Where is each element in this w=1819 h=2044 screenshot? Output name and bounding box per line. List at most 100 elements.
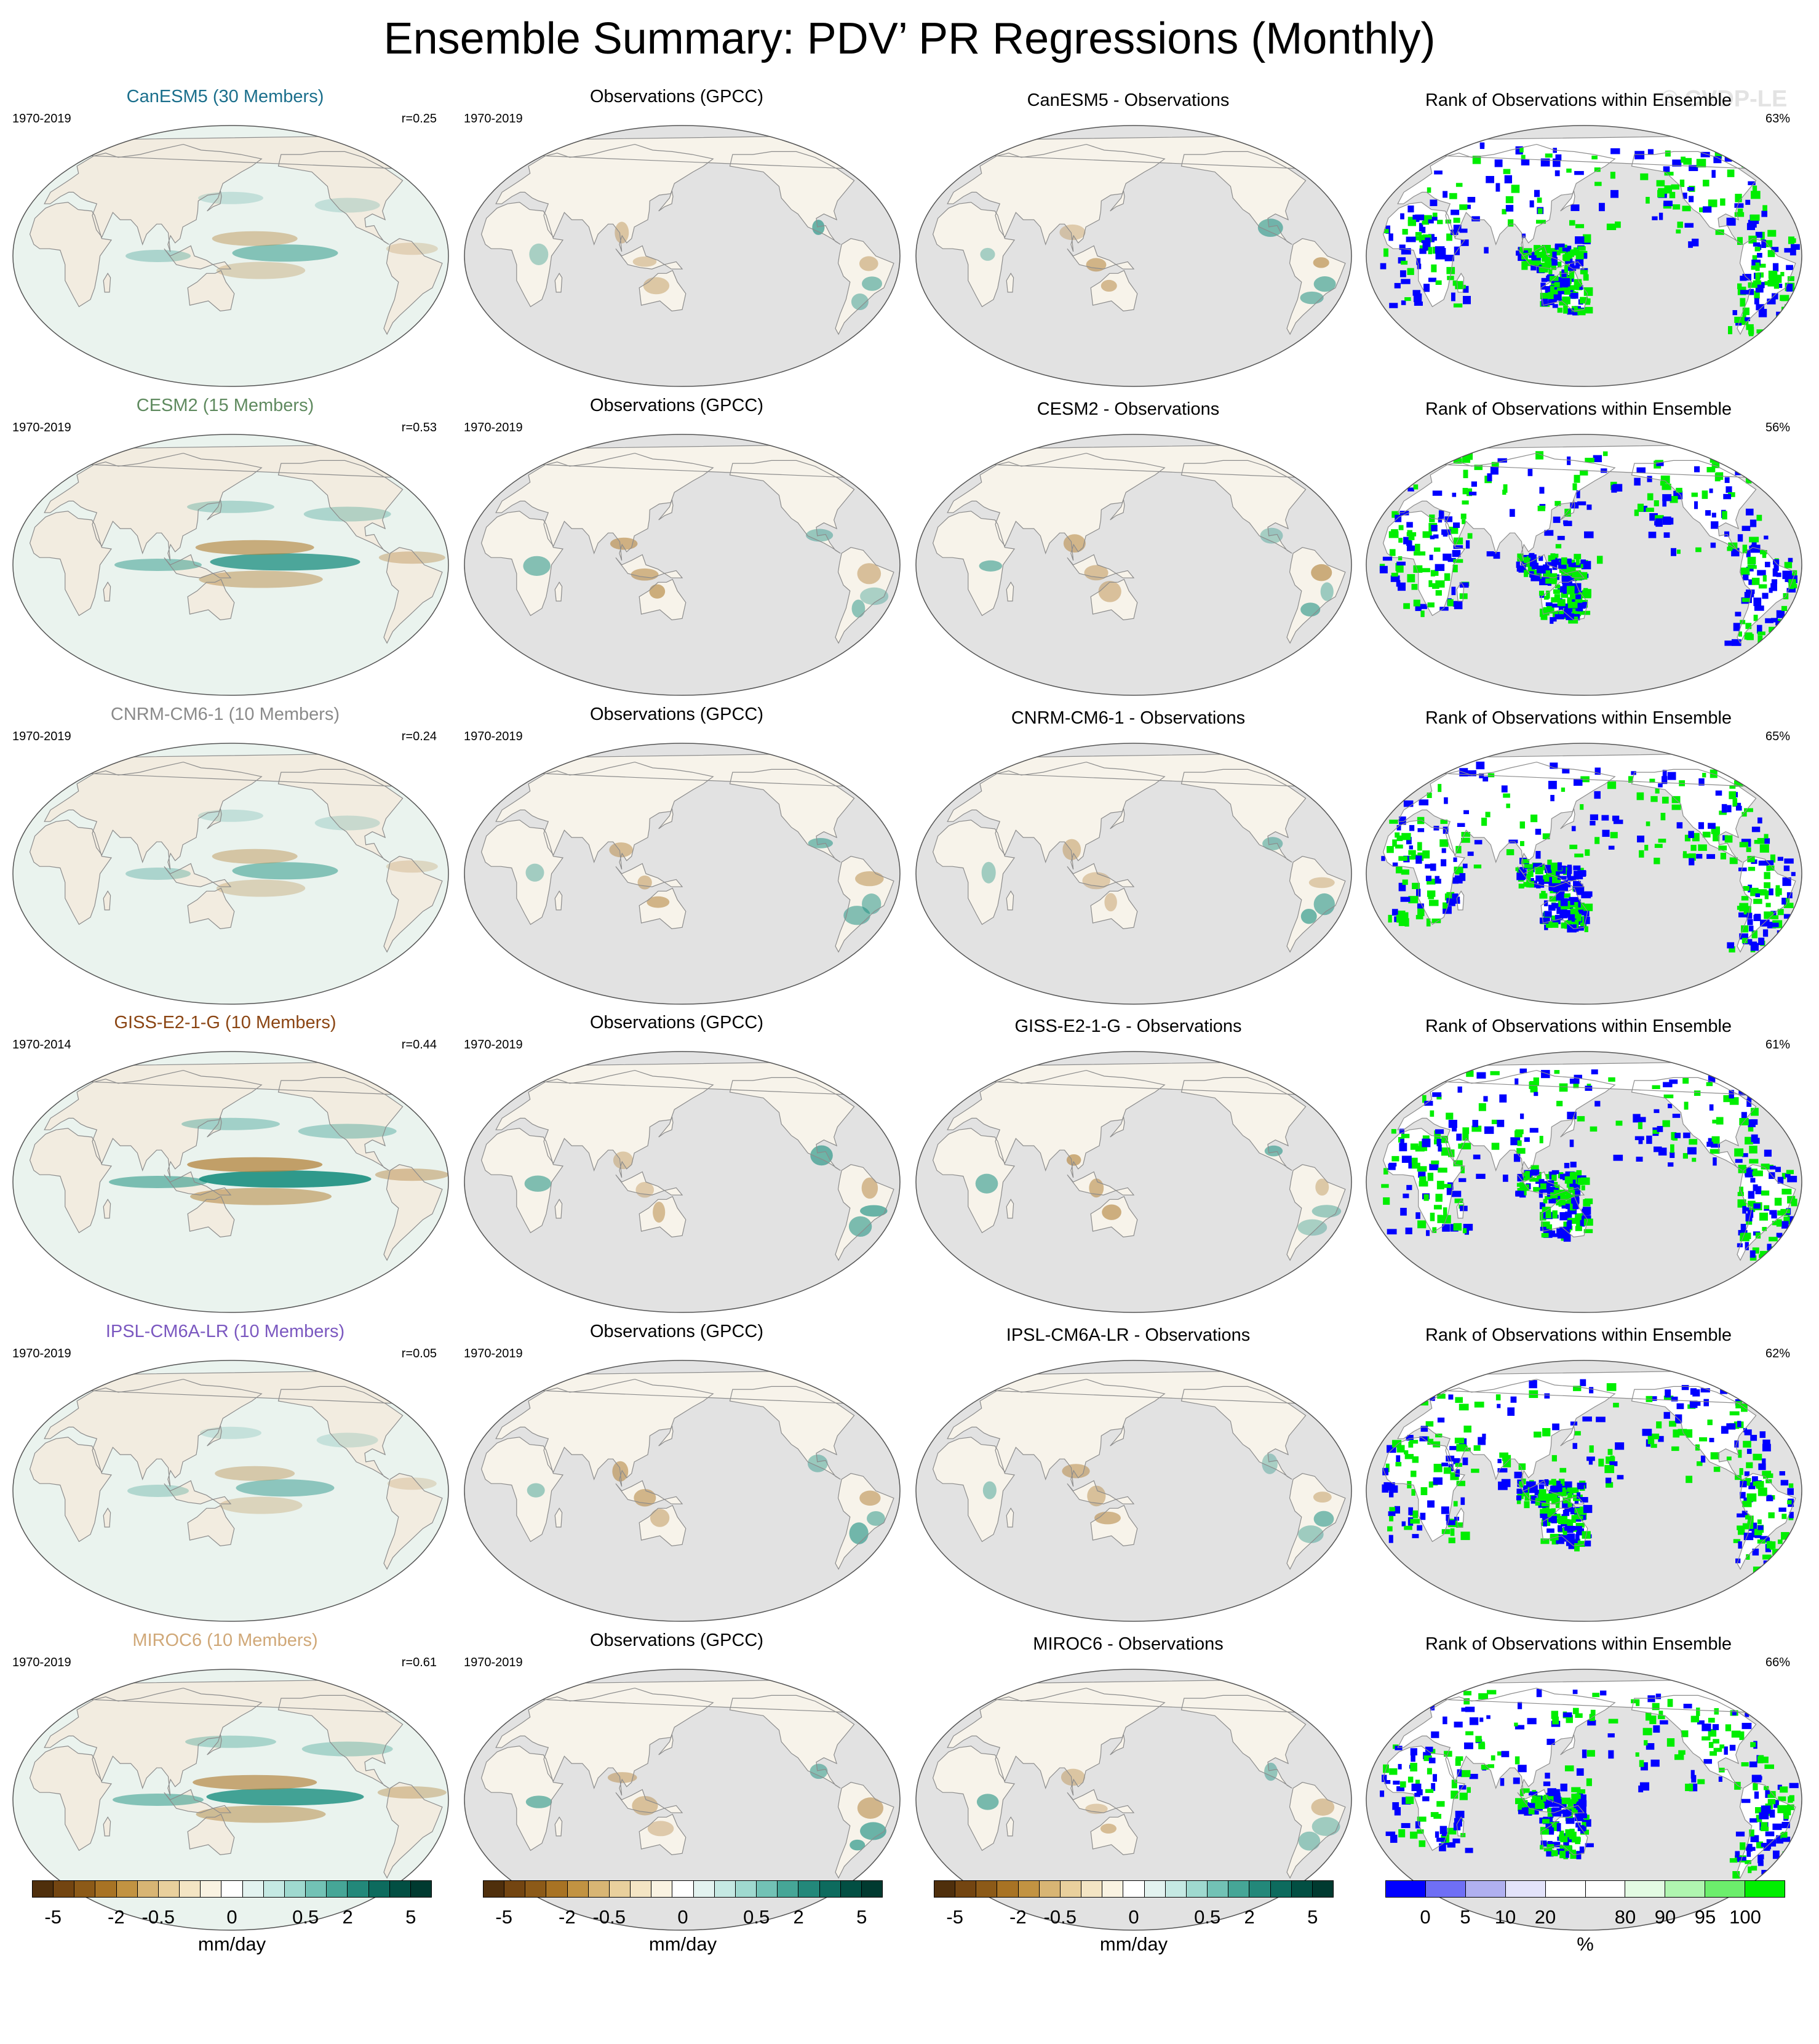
- colorbar-tick-label: -2: [559, 1906, 576, 1928]
- obs-map: [464, 1360, 901, 1622]
- diff-panel: IPSL-CM6A-LR - Observations: [903, 1321, 1353, 1629]
- rank-percentage: 65%: [1765, 730, 1790, 743]
- colorbar-box: [693, 1881, 715, 1897]
- period-label: 1970-2019: [12, 1347, 71, 1360]
- period-label: 1970-2019: [464, 1038, 523, 1052]
- period-label: 1970-2019: [12, 112, 71, 126]
- colorbar-2: -5 -2 -0.5 0 0.5 2 5 mm/day: [483, 1880, 883, 1973]
- obs-panel-title: Observations (GPCC): [589, 1322, 763, 1341]
- colorbar-box: [201, 1881, 222, 1897]
- colorbar-tick-label: -5: [946, 1906, 963, 1928]
- obs-panel-title: Observations (GPCC): [589, 87, 763, 106]
- obs-panel-title: Observations (GPCC): [589, 396, 763, 415]
- colorbar-tick-label: 5: [856, 1906, 867, 1928]
- colorbar-units: %: [1577, 1933, 1594, 1955]
- rank-map: [1366, 125, 1802, 387]
- diff-map: [915, 125, 1352, 387]
- colorbar-box: [609, 1881, 631, 1897]
- colorbar-tick-label: 90: [1654, 1906, 1676, 1928]
- colorbar-box: [1249, 1881, 1271, 1897]
- period-label: 1970-2019: [12, 1656, 71, 1669]
- rank-panel: Rank of Observations within Ensemble 63%: [1353, 86, 1804, 394]
- colorbar-tick-label: 2: [342, 1906, 353, 1928]
- diff-panel: CanESM5 - Observations: [903, 86, 1353, 394]
- model-panel-title: GISS-E2-1-G (10 Members): [114, 1013, 336, 1032]
- pattern-correlation: r=0.24: [401, 730, 437, 743]
- colorbar-1: -5 -2 -0.5 0 0.5 2 5 mm/day: [32, 1880, 432, 1973]
- model-panel-title: CESM2 (15 Members): [136, 396, 314, 415]
- colorbar-box: [672, 1881, 694, 1897]
- obs-panel: Observations (GPCC) 1970-2019: [452, 1321, 902, 1629]
- colorbar-box: [567, 1881, 589, 1897]
- colorbar-box: [1186, 1881, 1208, 1897]
- rank-panel: Rank of Observations within Ensemble 61%: [1353, 1012, 1804, 1320]
- colorbar-box: [1745, 1881, 1785, 1897]
- pattern-correlation: r=0.05: [401, 1347, 437, 1360]
- colorbar-box: [840, 1881, 862, 1897]
- colorbar-box: [1123, 1881, 1145, 1897]
- colorbar-box: [33, 1881, 54, 1897]
- rank-percentage: 63%: [1765, 112, 1790, 126]
- rank-percentage: 56%: [1765, 421, 1790, 434]
- colorbar-boxes: [934, 1880, 1334, 1898]
- rank-map: [1366, 1360, 1802, 1622]
- colorbar-box: [221, 1881, 243, 1897]
- pattern-correlation: r=0.53: [401, 421, 437, 434]
- obs-map: [464, 125, 901, 387]
- colorbar-box: [263, 1881, 285, 1897]
- pattern-correlation: r=0.44: [401, 1038, 437, 1052]
- colorbar-units: mm/day: [648, 1933, 717, 1955]
- colorbar-box: [757, 1881, 778, 1897]
- colorbar-units: mm/day: [1099, 1933, 1168, 1955]
- diff-panel-title: MIROC6 - Observations: [1033, 1634, 1224, 1654]
- colorbar-boxes: [483, 1880, 883, 1898]
- colorbar-box: [368, 1881, 390, 1897]
- colorbar-box: [997, 1881, 1019, 1897]
- colorbar-box: [1291, 1881, 1313, 1897]
- colorbar-box: [504, 1881, 526, 1897]
- colorbar-tick-label: 100: [1729, 1906, 1761, 1928]
- period-label: 1970-2019: [12, 730, 71, 743]
- obs-map: [464, 434, 901, 696]
- colorbar-box: [137, 1881, 159, 1897]
- colorbar-tick-label: 0: [1420, 1906, 1431, 1928]
- rank-panel-title: Rank of Observations within Ensemble: [1425, 399, 1732, 419]
- colorbar-tick-label: 0.5: [743, 1906, 770, 1928]
- model-panel-title: MIROC6 (10 Members): [132, 1631, 318, 1650]
- colorbar-box: [955, 1881, 977, 1897]
- colorbar-box: [1018, 1881, 1040, 1897]
- colorbar-units: mm/day: [197, 1933, 266, 1955]
- colorbar-tick-label: 0.5: [1194, 1906, 1221, 1928]
- colorbar-box: [1060, 1881, 1082, 1897]
- colorbar-tick-label: 5: [1307, 1906, 1318, 1928]
- colorbar-box: [651, 1881, 673, 1897]
- colorbar-box: [327, 1881, 348, 1897]
- colorbar-box: [74, 1881, 96, 1897]
- colorbar-box: [95, 1881, 117, 1897]
- rank-panel-title: Rank of Observations within Ensemble: [1425, 1325, 1732, 1345]
- model-map: [12, 125, 449, 387]
- colorbar-box: [1625, 1881, 1666, 1897]
- rank-panel: Rank of Observations within Ensemble 65%: [1353, 704, 1804, 1012]
- colorbar-box: [1665, 1881, 1706, 1897]
- colorbar-box: [778, 1881, 799, 1897]
- colorbar-box: [861, 1881, 882, 1897]
- colorbar-box: [1208, 1881, 1229, 1897]
- model-panel: CESM2 (15 Members) 1970-2019 r=0.53: [0, 395, 450, 703]
- colorbar-box: [1585, 1881, 1626, 1897]
- model-panel: GISS-E2-1-G (10 Members) 1970-2014 r=0.44: [0, 1012, 450, 1320]
- colorbar-boxes: [1385, 1880, 1785, 1898]
- diff-map: [915, 1051, 1352, 1313]
- diff-map: [915, 743, 1352, 1005]
- colorbar-boxes: [32, 1880, 432, 1898]
- diff-panel-title: CanESM5 - Observations: [1027, 90, 1230, 110]
- colorbar-tick-label: 10: [1494, 1906, 1516, 1928]
- model-panel-title: CNRM-CM6-1 (10 Members): [110, 705, 340, 724]
- colorbar-box: [1545, 1881, 1586, 1897]
- colorbar-box: [525, 1881, 547, 1897]
- colorbar-tick-label: 2: [793, 1906, 804, 1928]
- colorbar-tick-label: 0.5: [292, 1906, 319, 1928]
- colorbar-box: [484, 1881, 505, 1897]
- row-ipsl-cm6a-lr: IPSL-CM6A-LR (10 Members) 1970-2019 r=0.05…: [0, 1321, 1819, 1629]
- colorbar-box: [1705, 1881, 1746, 1897]
